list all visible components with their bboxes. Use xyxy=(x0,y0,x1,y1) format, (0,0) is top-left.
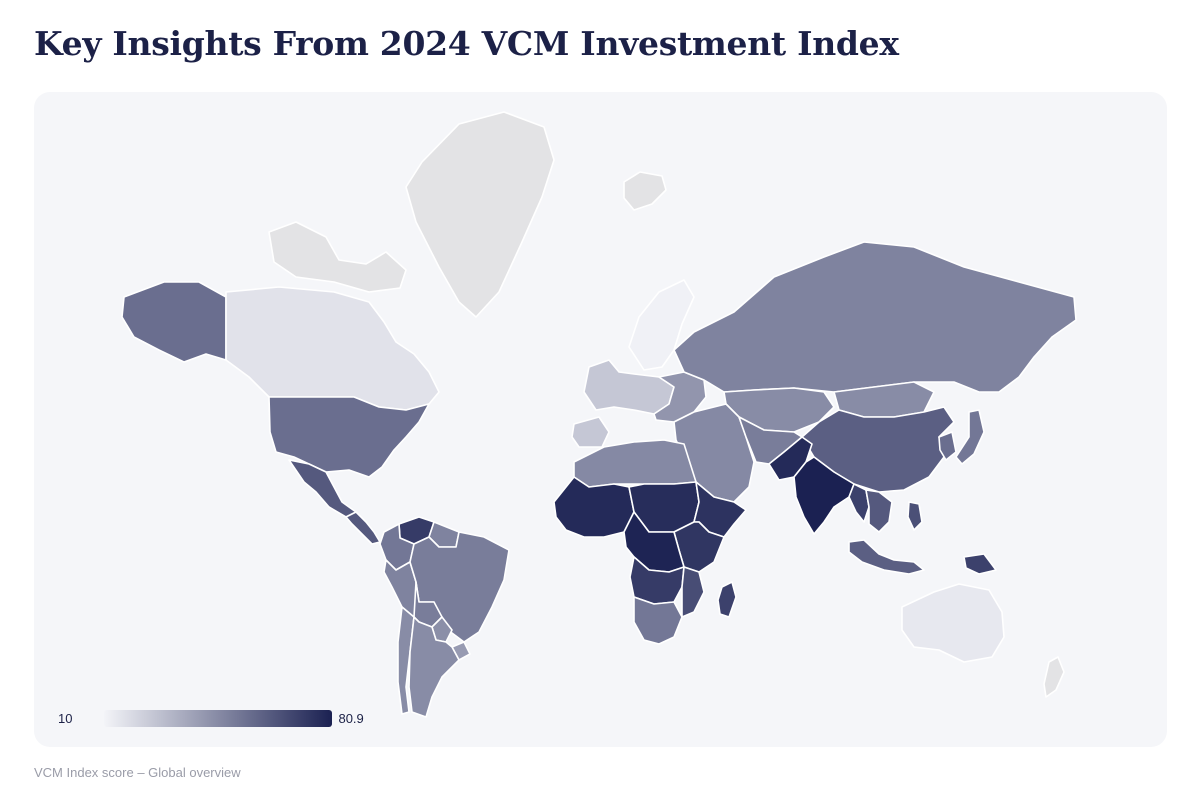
region-iberia[interactable] xyxy=(571,416,610,448)
region-philippines[interactable] xyxy=(907,501,923,531)
legend-min-label: 10 xyxy=(58,710,73,726)
region-southern-africa[interactable] xyxy=(633,596,683,645)
region-western-europe[interactable] xyxy=(583,359,675,415)
region-southeast-asia[interactable] xyxy=(865,489,893,533)
color-legend: 10 80.9 xyxy=(58,709,364,727)
map-card: 10 80.9 xyxy=(34,92,1167,747)
region-usa[interactable] xyxy=(268,396,430,478)
world-map xyxy=(121,111,1077,718)
region-canada-islands[interactable] xyxy=(268,221,407,293)
region-iceland[interactable] xyxy=(623,171,667,211)
region-scandinavia[interactable] xyxy=(628,279,695,371)
region-japan[interactable] xyxy=(955,409,985,465)
region-png[interactable] xyxy=(963,553,997,575)
region-india[interactable] xyxy=(793,456,855,535)
region-australia[interactable] xyxy=(901,583,1005,663)
region-new-zealand[interactable] xyxy=(1043,656,1065,698)
legend-max-label: 80.9 xyxy=(338,710,364,726)
region-greenland[interactable] xyxy=(405,111,555,318)
region-canada[interactable] xyxy=(225,286,440,411)
region-central-america[interactable] xyxy=(345,511,381,545)
region-west-africa[interactable] xyxy=(553,476,635,538)
region-russia[interactable] xyxy=(673,241,1077,393)
region-argentina[interactable] xyxy=(408,616,460,718)
region-angola-zambia[interactable] xyxy=(629,556,685,605)
region-korea[interactable] xyxy=(938,431,957,461)
page-title: Key Insights From 2024 VCM Investment In… xyxy=(34,24,899,63)
legend-gradient-bar xyxy=(104,709,333,727)
region-pakistan[interactable] xyxy=(768,436,813,481)
region-madagascar[interactable] xyxy=(717,581,737,618)
region-alaska[interactable] xyxy=(121,281,227,363)
region-indonesia[interactable] xyxy=(848,539,925,575)
region-mozambique[interactable] xyxy=(681,566,705,618)
figure-caption: VCM Index score – Global overview xyxy=(34,765,241,780)
